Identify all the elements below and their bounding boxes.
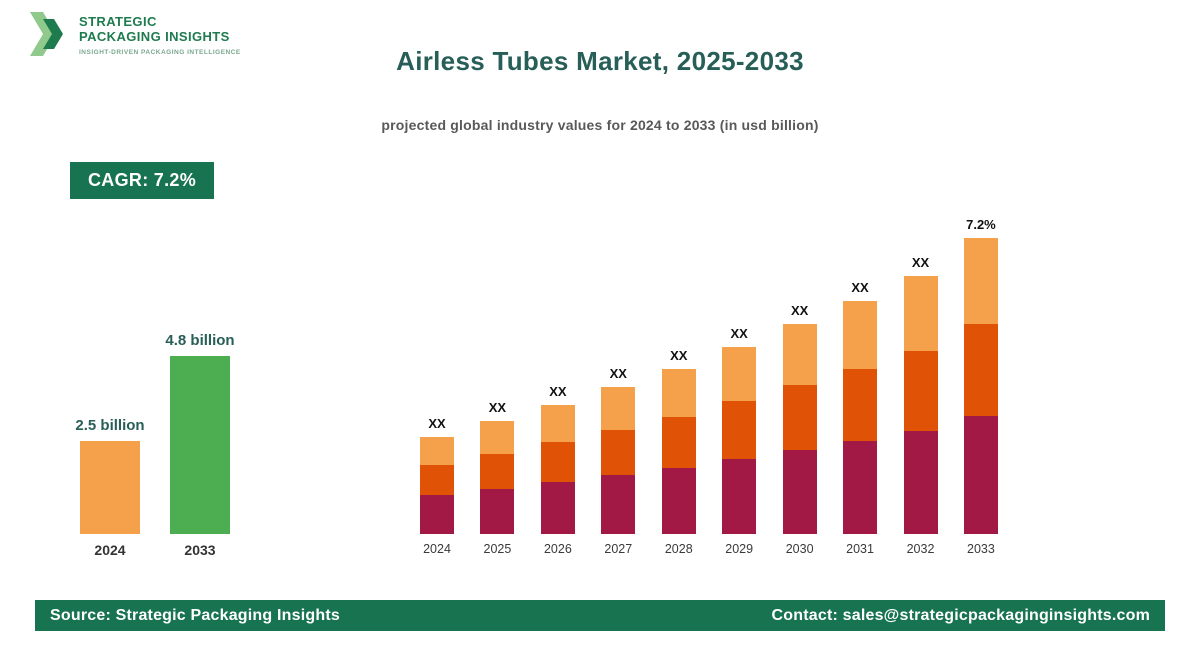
bar-segment-segment-middle-2029	[722, 401, 757, 459]
brand-logo: STRATEGIC PACKAGING INSIGHTS INSIGHT-DRI…	[30, 10, 241, 58]
bar-stack-2031	[843, 301, 878, 534]
mini-bar-year-label: 2024	[94, 542, 126, 558]
bar-stack-2033	[963, 238, 998, 534]
bar-segment-segment-bottom-2031	[843, 441, 878, 534]
bar-segment-segment-top-2032	[903, 276, 938, 351]
bar-year-label-2028: 2028	[664, 542, 693, 556]
bar-stack-2027	[601, 387, 636, 534]
bar-year-label-2032: 2032	[906, 542, 935, 556]
mini-bar-value-label: 2.5 billion	[75, 417, 145, 434]
bar-year-label-2030: 2030	[785, 542, 814, 556]
bar-segment-segment-middle-2028	[661, 417, 696, 468]
mini-bar-value-label: 4.8 billion	[165, 332, 235, 349]
bar-segment-segment-bottom-2024	[420, 495, 454, 534]
bar-value-label-2028: XX	[670, 348, 688, 363]
bar-value-label-2032: XX	[911, 255, 930, 270]
bar-segment-segment-top-2028	[661, 369, 696, 417]
bar-segment-segment-bottom-2032	[903, 431, 938, 534]
bar-segment-segment-bottom-2027	[601, 475, 636, 534]
footer-bar: Source: Strategic Packaging Insights Con…	[35, 600, 1165, 631]
bar-segment-segment-bottom-2028	[661, 468, 696, 534]
bar-stack-2032	[903, 276, 938, 534]
bar-value-label-2030: XX	[790, 303, 809, 318]
bar-segment-segment-middle-2030	[782, 385, 817, 450]
bar-column-2031: XX 2031	[843, 280, 878, 556]
bar-segment-segment-top-2026	[540, 405, 575, 442]
footer-contact: Contact: sales@strategicpackaginginsight…	[771, 606, 1150, 624]
bar-stack-2028	[661, 369, 696, 534]
bar-value-label-2026: XX	[549, 384, 567, 399]
main-chart: XX 2024 XX 2025 XX 2026 XX 2027 XX 2028 XX 2029 XX 20…	[420, 212, 998, 556]
bar-segment-segment-top-2033	[963, 238, 998, 324]
bar-segment-segment-middle-2026	[540, 442, 575, 482]
bar-segment-segment-bottom-2026	[540, 482, 575, 534]
bar-column-2032: XX 2032	[903, 255, 938, 556]
bar-year-label-2031: 2031	[846, 542, 874, 556]
bar-column-2033: 7.2% 2033	[963, 217, 998, 556]
cagr-badge: CAGR: 7.2%	[70, 162, 215, 199]
mini-bar-column-2033: 4.8 billion 2033	[155, 332, 245, 558]
bar-segment-segment-bottom-2029	[722, 459, 757, 534]
footer-source: Source: Strategic Packaging Insights	[50, 606, 340, 624]
bar-value-label-2033: 7.2%	[966, 217, 996, 232]
bar-segment-segment-top-2024	[420, 437, 454, 465]
bar-column-2030: XX 2030	[782, 303, 817, 556]
mini-bar-2033	[170, 356, 230, 534]
bar-segment-segment-middle-2031	[843, 369, 878, 441]
bar-segment-segment-top-2025	[480, 421, 515, 454]
brand-name-line1: STRATEGIC	[79, 14, 157, 29]
bar-column-2028: XX 2028	[661, 348, 696, 556]
bar-column-2029: XX 2029	[722, 326, 757, 556]
bar-column-2027: XX 2027	[601, 366, 636, 556]
bar-stack-2025	[480, 421, 515, 534]
bar-segment-segment-top-2031	[843, 301, 878, 369]
bar-value-label-2024: XX	[428, 416, 446, 431]
chevron-logo-icon	[30, 10, 70, 58]
bar-segment-segment-middle-2027	[601, 430, 636, 475]
bar-column-2026: XX 2026	[540, 384, 575, 556]
bar-year-label-2027: 2027	[604, 542, 633, 556]
bar-stack-2024	[420, 437, 454, 534]
bar-segment-segment-middle-2024	[420, 465, 454, 495]
bar-segment-segment-middle-2033	[963, 324, 998, 416]
bar-value-label-2031: XX	[851, 280, 869, 295]
bar-segment-segment-top-2030	[782, 324, 817, 385]
bar-value-label-2025: XX	[488, 400, 507, 415]
bar-value-label-2027: XX	[609, 366, 627, 381]
brand-name-line2: PACKAGING INSIGHTS	[79, 29, 230, 44]
mini-bar-year-label: 2033	[184, 542, 216, 558]
bar-stack-2029	[722, 347, 757, 534]
bar-column-2025: XX 2025	[480, 400, 515, 556]
mini-chart: 2.5 billion 2024 4.8 billion 2033	[65, 328, 245, 558]
bar-segment-segment-top-2029	[722, 347, 757, 401]
brand-text: STRATEGIC PACKAGING INSIGHTS INSIGHT-DRI…	[79, 10, 241, 56]
mini-bar-column-2024: 2.5 billion 2024	[65, 417, 155, 558]
page-title: Airless Tubes Market, 2025-2033	[396, 46, 804, 76]
bar-column-2024: XX 2024	[420, 416, 454, 556]
bar-year-label-2033: 2033	[967, 542, 995, 556]
bar-year-label-2025: 2025	[483, 542, 512, 556]
mini-bar-2024	[80, 441, 140, 534]
bar-segment-segment-bottom-2033	[963, 416, 998, 534]
page-subtitle: projected global industry values for 202…	[381, 117, 819, 133]
bar-year-label-2029: 2029	[725, 542, 754, 556]
bar-segment-segment-bottom-2030	[782, 450, 817, 534]
bar-value-label-2029: XX	[730, 326, 748, 341]
bar-segment-segment-top-2027	[601, 387, 636, 430]
bar-year-label-2026: 2026	[543, 542, 572, 556]
bar-year-label-2024: 2024	[423, 542, 451, 556]
bar-segment-segment-middle-2032	[903, 351, 938, 431]
bar-segment-segment-middle-2025	[480, 454, 515, 489]
brand-tagline: INSIGHT-DRIVEN PACKAGING INTELLIGENCE	[79, 49, 241, 56]
bar-stack-2026	[540, 405, 575, 534]
bar-segment-segment-bottom-2025	[480, 489, 515, 534]
bar-stack-2030	[782, 324, 817, 534]
